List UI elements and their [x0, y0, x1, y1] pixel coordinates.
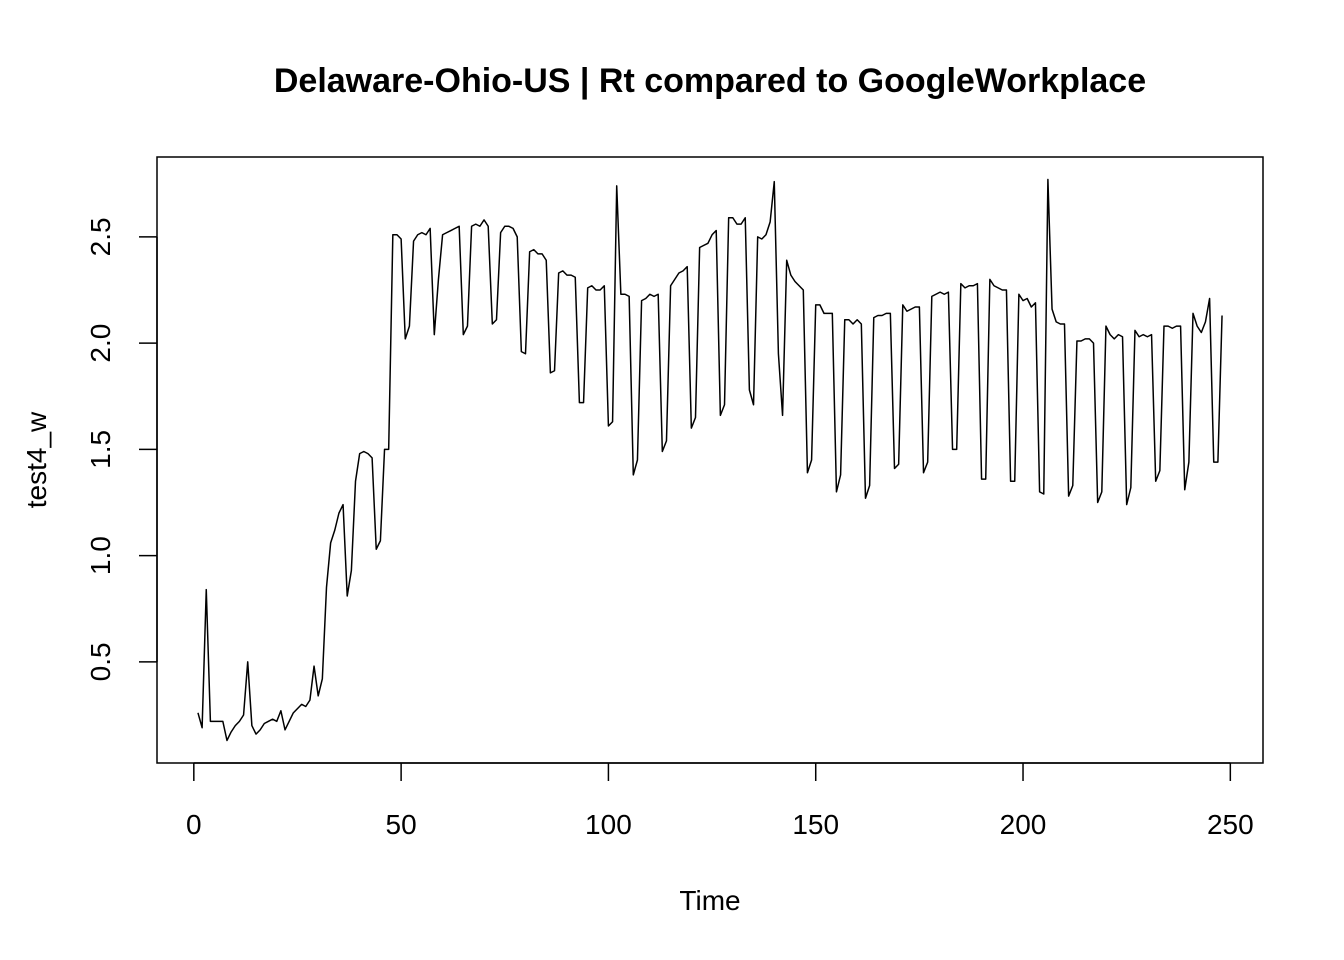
y-tick-label: 0.5 [85, 642, 116, 681]
x-axis-label: Time [679, 885, 740, 916]
x-tick-label: 150 [792, 809, 839, 840]
chart-title: Delaware-Ohio-US | Rt compared to Google… [274, 62, 1146, 100]
y-tick-label: 1.0 [85, 536, 116, 575]
y-tick-label: 1.5 [85, 430, 116, 469]
x-tick-label: 250 [1207, 809, 1254, 840]
x-tick-label: 0 [186, 809, 202, 840]
y-tick-label: 2.5 [85, 217, 116, 256]
y-tick-label: 2.0 [85, 324, 116, 363]
x-tick-label: 50 [386, 809, 417, 840]
y-axis-label: test4_w [21, 411, 52, 508]
data-line [197, 178, 1223, 742]
x-tick-label: 100 [585, 809, 632, 840]
x-tick-label: 200 [1000, 809, 1047, 840]
